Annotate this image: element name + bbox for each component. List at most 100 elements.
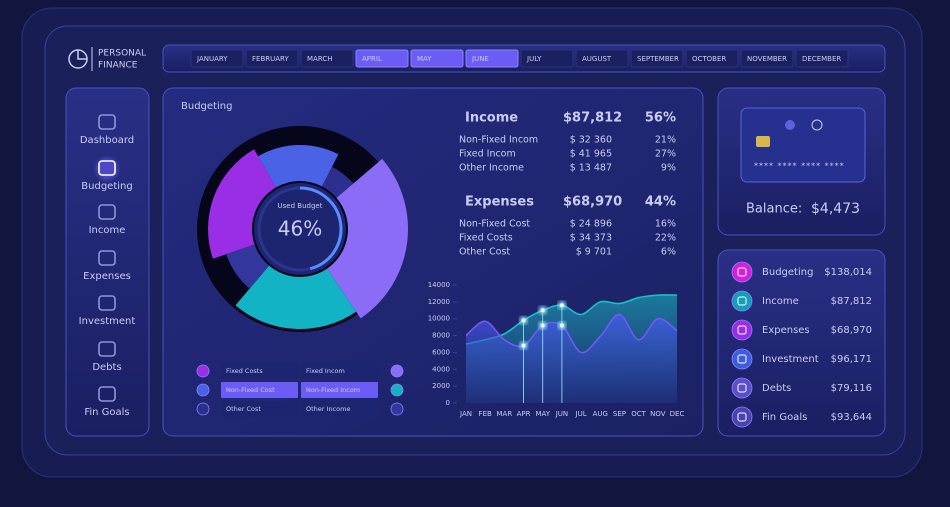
- legend-box: [221, 382, 298, 398]
- summary-name: Fin Goals: [762, 412, 807, 423]
- legend-dot: [390, 383, 404, 397]
- item-amount: $ 13 487: [570, 163, 612, 174]
- summary-glyph: [737, 412, 747, 422]
- summary-name: Expenses: [762, 325, 810, 336]
- donut-segment: [208, 149, 277, 259]
- month-label[interactable]: MAY: [417, 55, 432, 63]
- x-tick-label: FEB: [479, 410, 492, 418]
- nav-label[interactable]: Income: [89, 225, 126, 236]
- legend-box: [221, 363, 298, 379]
- nav-label[interactable]: Expenses: [83, 271, 131, 282]
- month-label[interactable]: JUNE: [471, 55, 489, 63]
- donut-center-value: 46%: [278, 217, 322, 241]
- summary-name: Investment: [762, 354, 819, 365]
- item-percent: 16%: [655, 219, 676, 230]
- x-tick-label: MAR: [497, 410, 513, 418]
- nav-label[interactable]: Dashboard: [80, 135, 134, 146]
- point-marker: [559, 303, 564, 308]
- month-label[interactable]: DECEMBER: [802, 55, 841, 63]
- x-tick-label: MAY: [535, 410, 550, 418]
- balance-label: Balance:: [746, 202, 802, 217]
- nav-label[interactable]: Debts: [92, 362, 121, 373]
- y-tick-label: 6000: [432, 348, 450, 356]
- panel-title: Budgeting: [181, 101, 232, 112]
- card-number: **** **** **** ****: [754, 162, 845, 171]
- summary-glyph: [737, 383, 747, 393]
- item-amount: $ 9 701: [576, 247, 612, 258]
- month-label[interactable]: NOVEMBER: [747, 55, 787, 63]
- item-percent: 22%: [655, 233, 676, 244]
- x-tick-label: JAN: [459, 410, 472, 418]
- month-label[interactable]: APRIL: [362, 55, 382, 63]
- donut-segment: [235, 265, 357, 329]
- item-amount: $ 32 360: [570, 135, 612, 146]
- item-percent: 27%: [655, 149, 676, 160]
- month-button[interactable]: [465, 49, 519, 68]
- x-tick-label: SEP: [613, 410, 626, 418]
- month-button[interactable]: [520, 49, 574, 68]
- summary-value: $138,014: [824, 267, 872, 278]
- summary-glyph: [737, 325, 747, 335]
- nav-label[interactable]: Budgeting: [81, 181, 132, 192]
- nav-icon: [98, 295, 116, 311]
- item-percent: 6%: [661, 247, 676, 258]
- month-button[interactable]: [685, 49, 739, 68]
- donut-segment: [326, 158, 408, 319]
- legend-dot: [196, 364, 210, 378]
- credit-card: [740, 107, 866, 183]
- month-label[interactable]: JANUARY: [196, 55, 228, 63]
- summary-value: $68,970: [831, 325, 872, 336]
- summary-icon: [731, 348, 753, 370]
- month-button[interactable]: [410, 49, 464, 68]
- point-marker: [521, 343, 526, 348]
- month-label[interactable]: SEPTEMBER: [637, 55, 679, 63]
- card-chip: [756, 136, 770, 147]
- month-label[interactable]: FEBRUARY: [252, 55, 289, 63]
- donut-segment: [321, 166, 354, 198]
- month-button[interactable]: [245, 49, 299, 68]
- summary-icon: [731, 261, 753, 283]
- month-label[interactable]: MARCH: [307, 55, 333, 63]
- summary-glyph: [737, 267, 747, 277]
- legend-box: [301, 382, 378, 398]
- area-line: [465, 313, 678, 354]
- legend-label: Non-Fixed Cost: [226, 386, 275, 394]
- item-name: Non-Fixed Incom: [459, 135, 538, 146]
- summary-value: $87,812: [831, 296, 872, 307]
- month-button[interactable]: [300, 49, 354, 68]
- nav-label[interactable]: Investment: [79, 316, 136, 327]
- x-tick-label: OCT: [631, 410, 646, 418]
- item-name: Fixed Costs: [459, 233, 513, 244]
- month-label[interactable]: AUGUST: [582, 55, 612, 63]
- legend-label: Non-Fixed Incom: [306, 386, 360, 394]
- month-button[interactable]: [575, 49, 629, 68]
- legend-dot: [196, 383, 210, 397]
- item-amount: $ 24 896: [570, 219, 612, 230]
- donut-center-label: Used Budget: [278, 202, 323, 210]
- month-label[interactable]: JULY: [526, 55, 542, 63]
- summary-value: $96,171: [831, 354, 872, 365]
- legend-label: Fixed Costs: [226, 367, 263, 375]
- summary-glyph: [737, 354, 747, 364]
- point-marker: [521, 318, 526, 323]
- item-name: Fixed Incom: [459, 149, 516, 160]
- y-tick-label: 0: [446, 399, 450, 407]
- month-button[interactable]: [795, 49, 849, 68]
- nav-label[interactable]: Fin Goals: [84, 407, 129, 418]
- summary-value: $93,644: [831, 412, 872, 423]
- legend-dot: [390, 402, 404, 416]
- y-tick-label: 8000: [432, 332, 450, 340]
- nav-icon: [98, 160, 116, 176]
- month-button[interactable]: [355, 49, 409, 68]
- month-label[interactable]: OCTOBER: [692, 55, 726, 63]
- month-button[interactable]: [630, 49, 684, 68]
- month-button[interactable]: [740, 49, 794, 68]
- month-button[interactable]: [190, 49, 244, 68]
- summary-icon: [731, 319, 753, 341]
- nav-icon: [98, 250, 116, 266]
- area-line: [465, 294, 678, 345]
- section-title: Income: [465, 111, 518, 126]
- app-title: FINANCE: [98, 61, 138, 71]
- item-percent: 21%: [655, 135, 676, 146]
